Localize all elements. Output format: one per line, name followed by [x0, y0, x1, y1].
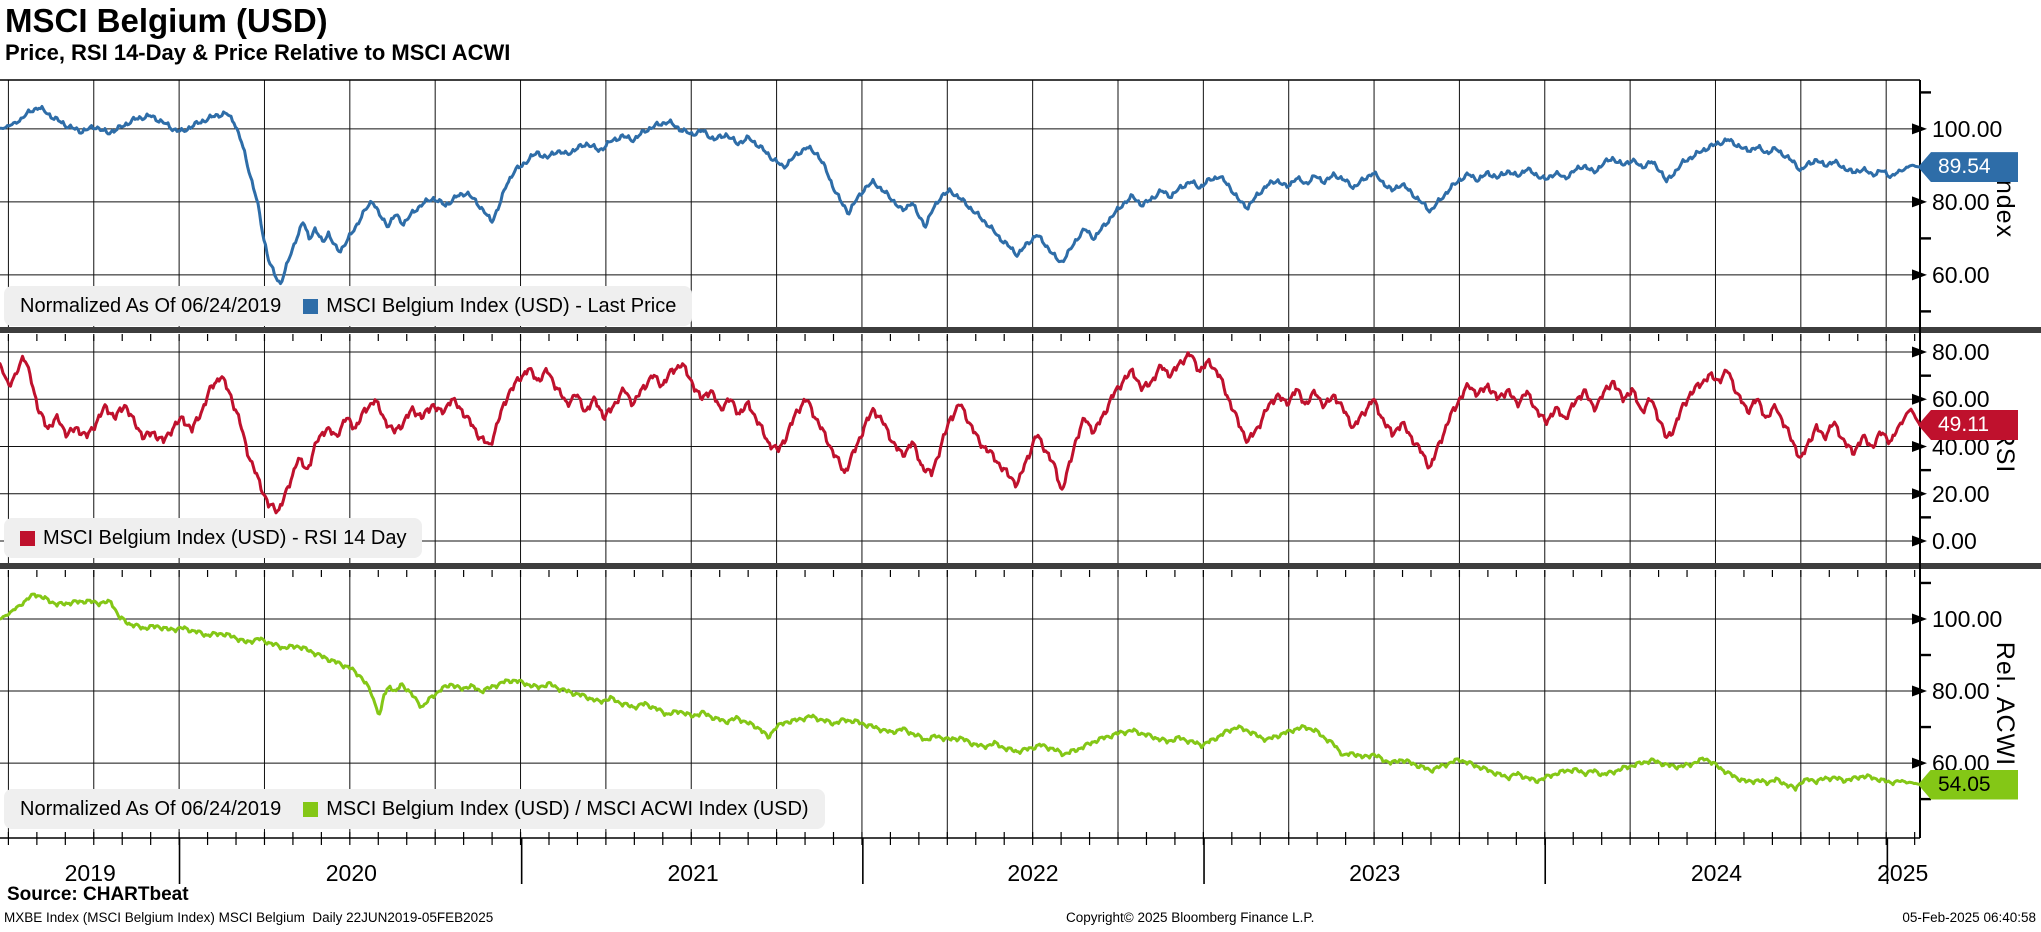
x-year-label: 2021 [667, 860, 719, 886]
x-year-label: 2020 [325, 860, 377, 886]
rsi-y-tick-label: 80.00 [1932, 339, 1990, 366]
relative-axis-title: Rel. ACWI [1991, 641, 2019, 767]
price-y-tick-label: 60.00 [1932, 261, 1990, 288]
relative-y-tick-label: 80.00 [1932, 678, 1990, 705]
relative-series-label: MSCI Belgium Index (USD) / MSCI ACWI Ind… [326, 797, 809, 820]
x-year-label: 2023 [1349, 860, 1401, 886]
x-year-label: 2025 [1877, 860, 1929, 886]
relative-y-tick-label: 100.00 [1932, 605, 2003, 632]
rsi-y-tick-label: 0.00 [1932, 527, 1977, 554]
price-y-tick-label: 80.00 [1932, 188, 1990, 215]
panel-borders [0, 79, 2041, 839]
x-year-label: 2022 [1007, 860, 1059, 886]
rsi-series [0, 351, 1920, 515]
x-year-label: 2019 [64, 860, 116, 886]
chart-title: MSCI Belgium (USD) [5, 2, 328, 39]
price-legend-swatch-icon [303, 298, 319, 314]
relative-legend: Normalized As Of 06/24/2019 MSCI Belgium… [4, 789, 825, 829]
rsi-series-label: MSCI Belgium Index (USD) - RSI 14 Day [43, 526, 407, 549]
price-axis-title: Index [1991, 171, 2019, 239]
rsi-y-tick-label: 60.00 [1932, 386, 1990, 413]
x-year-label: 2024 [1690, 860, 1743, 886]
horizontal-gridlines [0, 91, 1931, 801]
price-y-tick-label: 100.00 [1932, 115, 2003, 142]
source-label: Source: CHARTbeat [7, 884, 189, 905]
price-legend: Normalized As Of 06/24/2019 MSCI Belgium… [4, 286, 693, 326]
relative-last-value-badge: 54.05 [1918, 769, 2018, 800]
print-timestamp: 05-Feb-2025 06:40:58 [1902, 910, 2036, 925]
relative-normalized-note: Normalized As Of 06/24/2019 [20, 797, 282, 820]
rsi-legend: MSCI Belgium Index (USD) - RSI 14 Day [4, 518, 423, 558]
rsi-last-value-badge: 49.11 [1918, 410, 2018, 440]
rsi-y-tick-label: 20.00 [1932, 480, 1990, 507]
price-series-label: MSCI Belgium Index (USD) - Last Price [326, 294, 677, 317]
relative-series [0, 592, 1920, 792]
price-last-value-badge: 89.54 [1918, 152, 2018, 183]
price-normalized-note: Normalized As Of 06/24/2019 [20, 294, 282, 317]
relative-legend-swatch-icon [303, 801, 319, 817]
copyright-notice: Copyright© 2025 Bloomberg Finance L.P. [1066, 910, 1315, 925]
chart-subtitle: Price, RSI 14-Day & Price Relative to MS… [5, 40, 511, 65]
rsi-legend-swatch-icon [20, 530, 35, 546]
price-series [0, 105, 1920, 286]
time-ticks [7, 334, 1916, 884]
security-description: MXBE Index (MSCI Belgium Index) MSCI Bel… [4, 910, 494, 925]
